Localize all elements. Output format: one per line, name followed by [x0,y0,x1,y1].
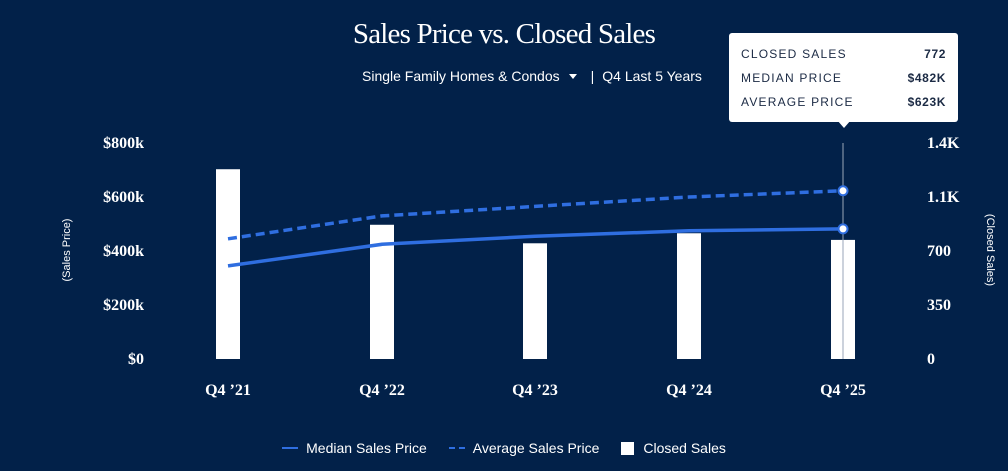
period-label: Q4 Last 5 Years [602,68,702,84]
legend-item-median[interactable]: Median Sales Price [282,440,427,456]
y-tick-label: $0 [128,351,144,368]
x-tick-label: Q4 ’21 [205,382,251,399]
y2-tick-label: 350 [927,297,951,314]
y2-tick-label: 0 [927,351,935,368]
solid-line-swatch-icon [282,447,299,449]
y-tick-label: $800k [103,135,144,152]
legend-item-closed-sales[interactable]: Closed Sales [621,440,726,456]
legend-label: Median Sales Price [306,440,427,456]
tooltip-label: MEDIAN PRICE [741,71,843,85]
combo-chart: $0 $200k $400k $600k $800k 0 350 700 1.1K 1.4K Q4 … [103,135,960,399]
closed-sales-bar [523,243,547,359]
tooltip-label: AVERAGE PRICE [741,95,854,109]
chart-legend: Median Sales Price Average Sales Price C… [0,440,1008,456]
y2-tick-label: 700 [927,243,951,260]
caret-down-icon [568,73,577,79]
legend-label: Average Sales Price [472,440,600,456]
subtitle-separator: | [590,68,595,84]
y2-tick-label: 1.4K [927,135,960,152]
tooltip-value: 772 [924,47,946,61]
x-tick-label: Q4 ’25 [820,382,866,399]
y-tick-label: $600k [103,189,144,206]
average-price-point [837,185,849,197]
tooltip-row-median-price: MEDIAN PRICE $482K [741,71,946,85]
tooltip-value: $482K [907,71,946,85]
average-price-line [227,189,844,241]
chart-subtitle: Single Family Homes & Condos | Q4 Last 5… [362,68,702,84]
tooltip-row-average-price: AVERAGE PRICE $623K [741,95,946,109]
tooltip-pointer [837,120,851,128]
legend-label: Closed Sales [643,440,726,456]
hover-tooltip: CLOSED SALES 772 MEDIAN PRICE $482K AVER… [729,33,958,122]
property-type-dropdown[interactable]: Single Family Homes & Condos [362,68,591,84]
y2-tick-label: 1.1K [927,189,960,206]
tooltip-value: $623K [907,95,946,109]
legend-item-average[interactable]: Average Sales Price [448,440,600,456]
y-tick-label: $400k [103,243,144,260]
tooltip-row-closed-sales: CLOSED SALES 772 [741,47,946,61]
median-price-point [837,223,849,235]
chart-title: Sales Price vs. Closed Sales [352,18,656,50]
tooltip-label: CLOSED SALES [741,47,847,61]
x-tick-label: Q4 ’22 [359,382,405,399]
y-tick-label: $200k [103,297,144,314]
property-type-label: Single Family Homes & Condos [362,68,560,84]
x-tick-label: Q4 ’24 [666,382,712,399]
closed-sales-bar [677,233,701,359]
median-price-line [227,227,844,268]
bar-swatch-icon [621,441,635,455]
x-tick-label: Q4 ’23 [512,382,558,399]
dashed-line-swatch-icon [448,447,465,449]
